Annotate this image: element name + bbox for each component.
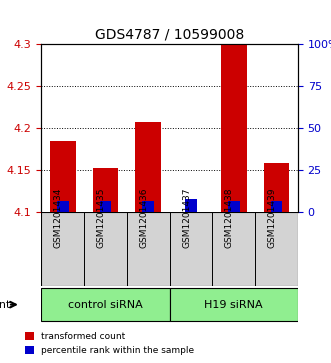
Bar (221, 42, 247, 212)
FancyBboxPatch shape (41, 288, 169, 321)
Bar (185, 199, 197, 212)
Bar (50, 140, 75, 212)
Bar (100, 201, 111, 212)
Text: agent: agent (0, 299, 11, 310)
Bar (264, 163, 289, 212)
Bar (142, 201, 154, 212)
Text: GSM1201437: GSM1201437 (182, 188, 191, 249)
Text: GSM1201434: GSM1201434 (54, 188, 63, 248)
Title: GDS4787 / 10599008: GDS4787 / 10599008 (95, 27, 244, 41)
Bar (135, 122, 161, 212)
FancyBboxPatch shape (169, 288, 298, 321)
Bar (271, 201, 282, 212)
Bar (93, 168, 118, 212)
Text: GSM1201436: GSM1201436 (139, 188, 148, 249)
Text: GSM1201439: GSM1201439 (267, 188, 276, 249)
Text: GSM1201435: GSM1201435 (97, 188, 106, 249)
Text: H19 siRNA: H19 siRNA (205, 299, 263, 310)
Bar (228, 201, 240, 212)
Legend: transformed count, percentile rank within the sample: transformed count, percentile rank withi… (21, 329, 198, 359)
Bar (57, 201, 69, 212)
Text: control siRNA: control siRNA (68, 299, 143, 310)
Text: GSM1201438: GSM1201438 (225, 188, 234, 249)
